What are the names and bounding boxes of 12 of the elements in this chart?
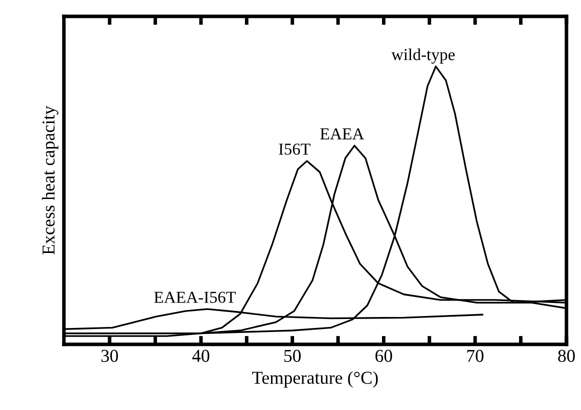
x-tick-label: 40 — [192, 350, 210, 362]
x-tick-label: 60 — [375, 350, 392, 362]
series-label: EAEA — [320, 128, 364, 140]
series-label: wild-type — [391, 48, 455, 64]
x-tick-label: 30 — [101, 350, 118, 362]
x-axis-title: Temperature (°C) — [252, 371, 378, 388]
series-label: EAEA-I56T — [154, 292, 236, 303]
y-axis-title: Excess heat capacity — [42, 106, 58, 255]
series-label: I56T — [278, 144, 310, 155]
x-tick-label: 50 — [284, 350, 301, 362]
x-tick-label: 70 — [467, 350, 484, 362]
x-tick-label: 80 — [558, 350, 575, 362]
